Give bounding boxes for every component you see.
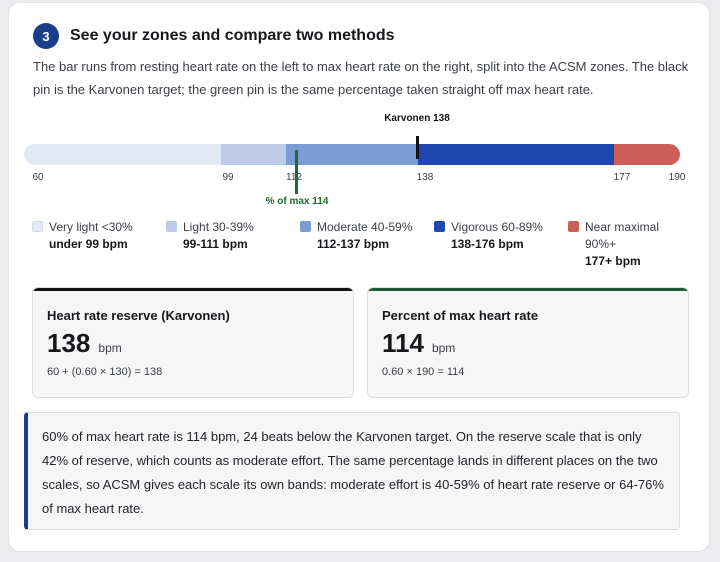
card-accent-bar <box>33 288 353 291</box>
tick-label-138: 138 <box>416 172 434 183</box>
zone-segment-near-maximal <box>614 144 680 165</box>
legend-range: under 99 bpm <box>49 237 128 251</box>
zone-segment-light <box>220 144 287 165</box>
tick-label-190: 190 <box>668 172 686 183</box>
zone-segment-vigorous <box>417 144 615 165</box>
metric-number: 138 <box>47 328 91 358</box>
metric-value: 114 bpm <box>382 328 455 359</box>
heart-rate-zone-bar <box>24 144 680 165</box>
metric-value: 138 bpm <box>47 328 122 359</box>
metric-unit: bpm <box>98 341 122 355</box>
zone-segment-very-light <box>24 144 221 165</box>
metric-title: Heart rate reserve (Karvonen) <box>47 308 230 323</box>
tick-label-60: 60 <box>32 172 44 183</box>
legend-label: Light 30-39% <box>183 220 254 234</box>
legend-range: 99-111 bpm <box>183 237 248 251</box>
karvonen-pin-label: Karvonen 138 <box>384 113 450 124</box>
legend-item-vigorous: Vigorous 60-89% 138-176 bpm <box>434 219 543 253</box>
explanation-note: 60% of max heart rate is 114 bpm, 24 bea… <box>24 412 680 530</box>
tick-label-177: 177 <box>613 172 631 183</box>
legend-item-very-light: Very light <30% under 99 bpm <box>32 219 133 253</box>
step-number-badge: 3 <box>33 23 59 49</box>
legend-item-light: Light 30-39% 99-111 bpm <box>166 219 254 253</box>
karvonen-pin <box>416 136 419 159</box>
legend-item-moderate: Moderate 40-59% 112-137 bpm <box>300 219 412 253</box>
legend-label: Moderate 40-59% <box>317 220 413 234</box>
legend-label: Near maximal <box>585 220 660 234</box>
metric-title: Percent of max heart rate <box>382 308 539 323</box>
legend-label-percent: 90%+ <box>585 237 617 251</box>
intro-text: The bar runs from resting heart rate on … <box>33 59 689 97</box>
metric-unit: bpm <box>431 341 456 355</box>
tick-label-112: 112 <box>286 172 302 183</box>
percent-max-result-card: Percent of max heart rate 114 bpm 0.60 ×… <box>367 287 689 398</box>
legend-item-near-maximal: Near maximal 90%+ 177+ bpm <box>568 219 659 270</box>
card-accent-bar <box>368 288 688 291</box>
step-title: See your zones and compare two methods <box>70 27 395 44</box>
step-header: 3 See your zones and compare two methods <box>33 23 395 49</box>
tick-label-99: 99 <box>222 172 234 183</box>
legend-swatch <box>300 221 311 232</box>
legend-swatch <box>32 221 43 232</box>
metric-number: 114 <box>382 328 424 358</box>
legend-swatch <box>434 221 445 232</box>
legend-range: 177+ bpm <box>585 254 641 268</box>
legend-swatch <box>568 221 579 232</box>
legend-swatch <box>166 221 177 232</box>
metric-formula: 0.60 × 190 = 114 <box>382 366 465 378</box>
percent-max-pin-label: % of max 114 <box>265 196 329 207</box>
percent-max-pin <box>295 150 298 194</box>
karvonen-result-card: Heart rate reserve (Karvonen) 138 bpm 60… <box>32 287 354 398</box>
legend-label: Very light <30% <box>49 220 133 234</box>
zone-segment-moderate <box>286 144 418 165</box>
legend-range: 112-137 bpm <box>317 237 390 251</box>
legend-label: Vigorous 60-89% <box>451 220 543 234</box>
legend-range: 138-176 bpm <box>451 237 524 251</box>
metric-formula: 60 + (0.60 × 130) = 138 <box>47 366 163 378</box>
